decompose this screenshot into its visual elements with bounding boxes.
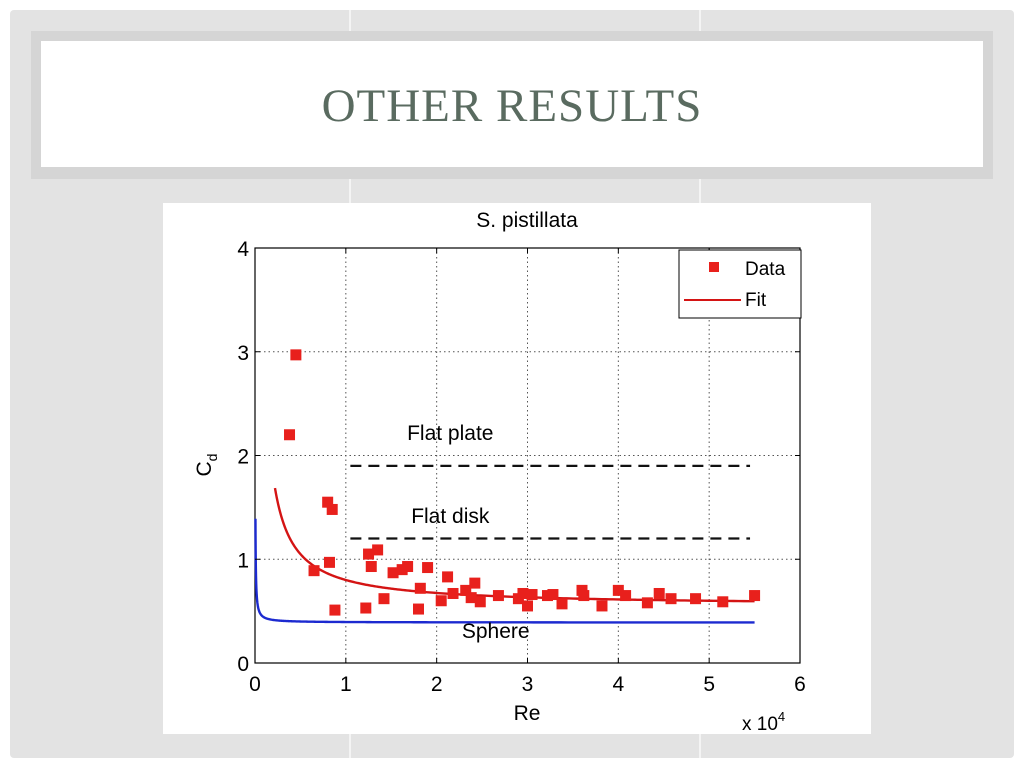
data-point — [469, 577, 481, 589]
y-tick-label: 1 — [237, 549, 249, 572]
chart-container: S. pistillata Flat plate Flat disk Sphere … — [163, 203, 871, 735]
curve-annotation: Flat disk — [411, 505, 490, 528]
data-point — [690, 593, 702, 605]
data-point — [547, 589, 559, 601]
data-point — [284, 429, 296, 441]
x-axis-label: Re — [514, 702, 541, 725]
data-point — [422, 562, 434, 574]
slide-title: OTHER RESULTS — [321, 80, 703, 132]
data-point — [326, 503, 338, 515]
data-point — [522, 600, 533, 612]
data-point — [578, 590, 590, 602]
x-tick-label: 3 — [522, 673, 534, 696]
y-tick-label: 0 — [237, 653, 249, 676]
legend-label-data: Data — [745, 259, 786, 280]
curve-annotation: Flat plate — [407, 422, 493, 445]
data-point — [329, 604, 341, 616]
data-markers — [284, 349, 761, 616]
x-multiplier-label: x 104 — [742, 709, 785, 734]
legend-data-marker — [709, 262, 719, 272]
data-point — [612, 584, 624, 596]
x-tick-label: 5 — [703, 673, 715, 696]
data-point — [717, 596, 729, 608]
data-point — [363, 548, 375, 560]
y-axis-label-subscript: d — [204, 454, 220, 462]
data-point — [378, 593, 390, 605]
title-frame: OTHER RESULTS — [31, 31, 993, 179]
y-axis-label-main: C — [193, 461, 216, 476]
x-tick-label: 4 — [612, 673, 624, 696]
data-point — [365, 561, 377, 573]
axis-ticks: 0 1 2 3 4 5 6 0 1 2 3 4 — [237, 238, 806, 696]
data-point — [308, 565, 320, 577]
data-point — [526, 589, 538, 601]
fit-curve — [273, 487, 755, 603]
sphere-curve — [254, 518, 755, 624]
data-point — [402, 561, 414, 573]
x-multiplier-exponent: 4 — [778, 709, 785, 724]
data-point — [413, 603, 424, 615]
data-point — [322, 496, 334, 508]
annotations: Flat plate Flat disk Sphere — [407, 422, 529, 643]
data-point — [460, 584, 472, 596]
x-tick-label: 6 — [794, 673, 806, 696]
y-axis-label: Cd — [193, 454, 220, 477]
y-tick-label: 4 — [237, 238, 249, 261]
data-point — [517, 587, 529, 599]
data-point — [492, 590, 504, 602]
data-point — [596, 600, 608, 612]
data-point — [387, 567, 399, 579]
data-point — [435, 595, 447, 607]
data-point — [620, 590, 632, 602]
y-tick-label: 2 — [237, 446, 249, 469]
data-point — [290, 349, 302, 361]
y-tick-label: 3 — [237, 342, 249, 365]
reference-lines — [350, 464, 751, 540]
data-point — [447, 587, 459, 599]
curve-annotation: Sphere — [462, 620, 530, 643]
legend-box — [678, 249, 802, 319]
title-panel: OTHER RESULTS — [41, 41, 983, 167]
data-point — [749, 590, 761, 602]
x-tick-label: 2 — [431, 673, 443, 696]
data-point — [665, 593, 677, 605]
x-tick-label: 0 — [249, 673, 261, 696]
data-point — [414, 582, 426, 594]
data-point — [474, 596, 486, 608]
x-tick-label: 1 — [340, 673, 352, 696]
x-multiplier-base: x 10 — [742, 714, 778, 734]
data-point — [556, 598, 568, 610]
data-point — [372, 544, 384, 556]
legend-label-fit: Fit — [745, 290, 767, 311]
grid-lines — [255, 248, 800, 663]
data-point — [641, 597, 653, 609]
legend: Data Fit — [678, 249, 802, 319]
data-point — [465, 592, 477, 604]
data-point — [323, 556, 335, 568]
data-point — [360, 602, 372, 614]
chart-title: S. pistillata — [476, 209, 578, 232]
data-point — [653, 587, 665, 599]
data-point — [442, 571, 454, 583]
